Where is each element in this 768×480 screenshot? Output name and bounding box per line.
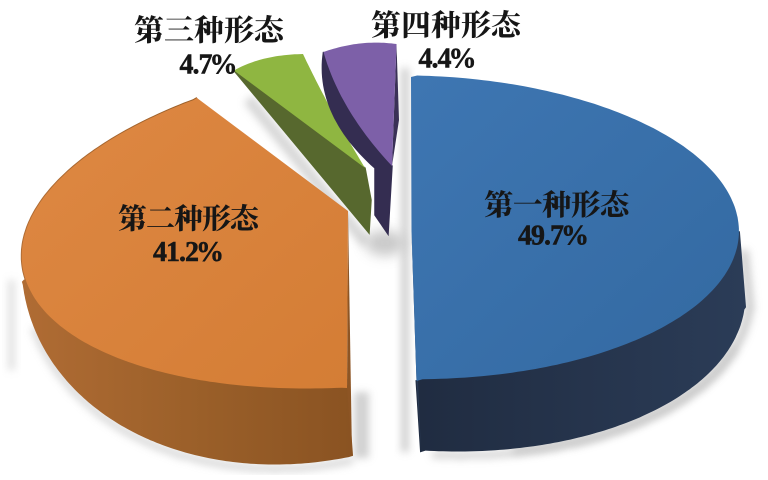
svg-text:41.2%: 41.2% [153,237,223,268]
svg-text:49.7%: 49.7% [518,221,588,252]
svg-text:4.4%: 4.4% [419,44,476,75]
svg-text:4.7%: 4.7% [180,50,237,81]
